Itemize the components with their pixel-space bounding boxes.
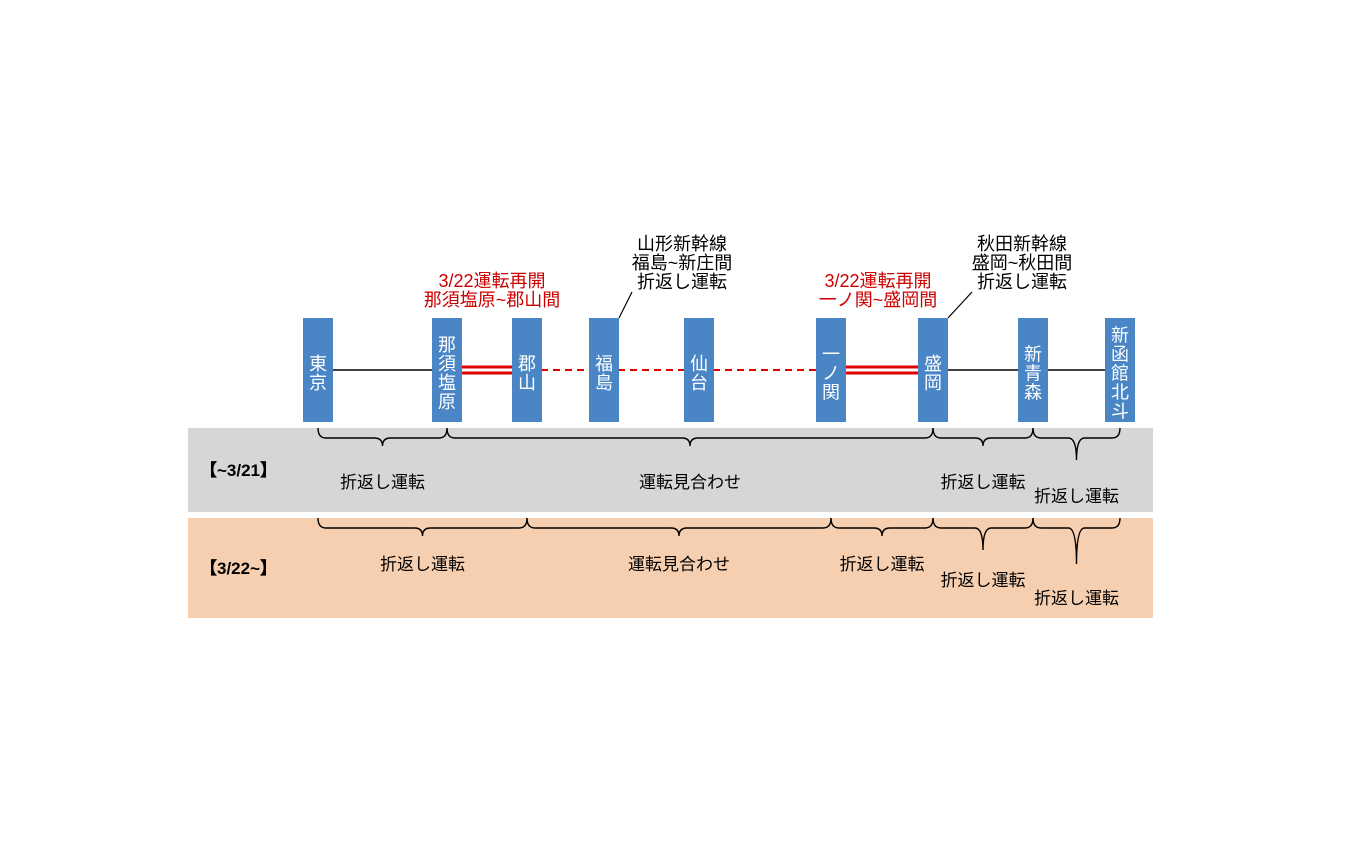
- brace-label: 折返し運転: [380, 555, 465, 574]
- station-label: 一: [822, 345, 840, 365]
- brace-label: 折返し運転: [840, 555, 925, 574]
- station-label: 塩: [438, 373, 456, 393]
- station-label: 岡: [924, 373, 942, 393]
- station-label: 新: [1024, 345, 1042, 365]
- station-label: 台: [690, 373, 708, 393]
- station-label: ノ: [822, 364, 840, 384]
- row-from-322-label: 【3/22~】: [200, 558, 277, 578]
- annotation-black1: 折返し運転: [637, 272, 727, 292]
- station-label: 森: [1024, 383, 1042, 403]
- leader-line: [948, 292, 972, 318]
- station-label: 関: [822, 383, 840, 403]
- annotation-red1: 那須塩原~郡山間: [424, 290, 561, 310]
- annotation-black2: 盛岡~秋田間: [972, 253, 1073, 273]
- station-label: 仙: [690, 354, 708, 374]
- shinkansen-status-diagram: 東京那須塩原郡山福島仙台一ノ関盛岡新青森新函館北斗3/22運転再開那須塩原~郡山…: [0, 0, 1350, 844]
- annotation-black1: 福島~新庄間: [632, 253, 733, 273]
- brace-label: 運転見合わせ: [628, 555, 730, 574]
- station-label: 京: [309, 373, 327, 393]
- station-label: 那: [438, 335, 456, 355]
- brace-label: 折返し運転: [1034, 487, 1119, 506]
- annotation-red1: 3/22運転再開: [438, 271, 545, 291]
- station-label: 新: [1111, 326, 1129, 346]
- station-label: 斗: [1111, 402, 1129, 422]
- station-label: 函: [1111, 345, 1129, 365]
- station-label: 館: [1111, 364, 1129, 384]
- row-until-321-bg: [188, 428, 1153, 512]
- station-label: 須: [438, 354, 456, 374]
- station-label: 福: [595, 354, 613, 374]
- annotation-red2: 一ノ関~盛岡間: [819, 290, 938, 310]
- station-label: 島: [595, 373, 613, 393]
- annotation-black1: 山形新幹線: [637, 234, 727, 254]
- annotation-black2: 秋田新幹線: [977, 234, 1067, 254]
- station-label: 山: [518, 373, 536, 393]
- station-label: 北: [1111, 383, 1129, 403]
- brace-label: 折返し運転: [1034, 589, 1119, 608]
- station-label: 盛: [924, 354, 942, 374]
- annotation-red2: 3/22運転再開: [824, 271, 931, 291]
- station-label: 青: [1024, 364, 1042, 384]
- row-until-321-label: 【~3/21】: [200, 460, 277, 480]
- station-label: 東: [309, 354, 327, 374]
- station-label: 原: [438, 392, 456, 412]
- leader-line: [619, 292, 632, 318]
- annotation-black2: 折返し運転: [977, 272, 1067, 292]
- brace-label: 折返し運転: [941, 571, 1026, 590]
- brace-label: 折返し運転: [340, 473, 425, 492]
- brace-label: 運転見合わせ: [639, 473, 741, 492]
- station-label: 郡: [518, 354, 536, 374]
- brace-label: 折返し運転: [941, 473, 1026, 492]
